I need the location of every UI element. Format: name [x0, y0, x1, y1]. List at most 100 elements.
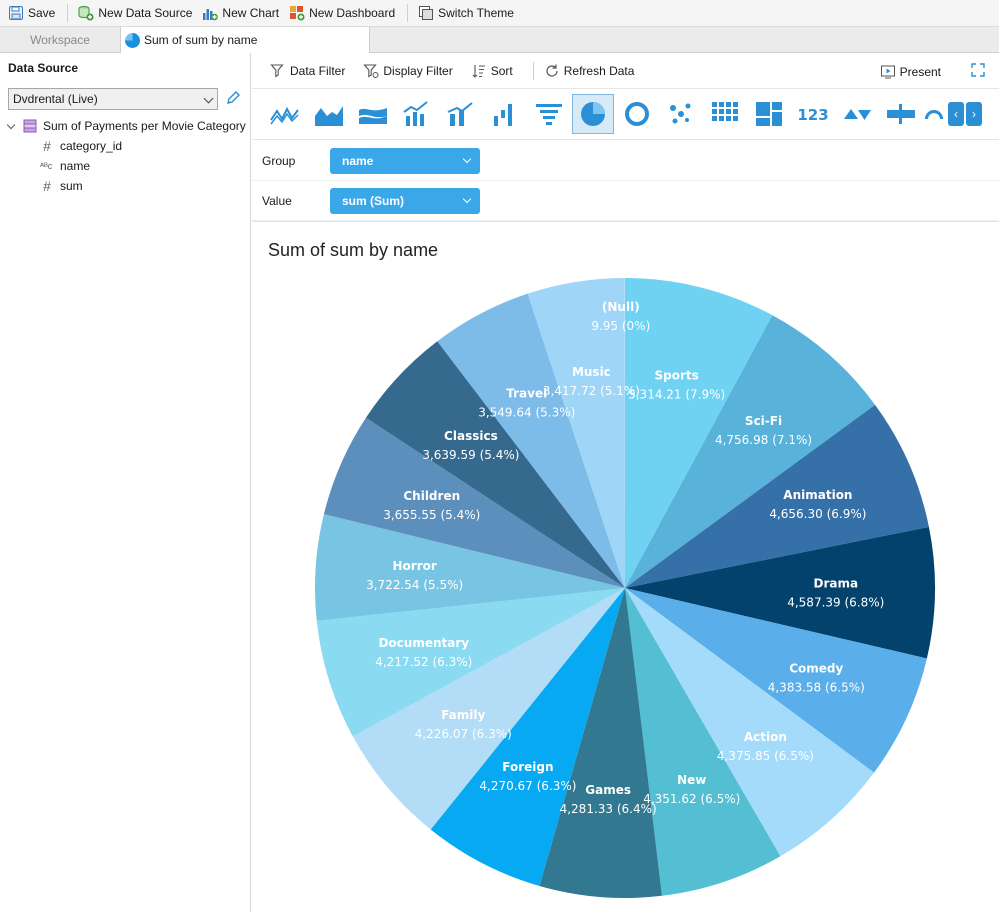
field-name: category_id — [60, 139, 122, 153]
table-name: Sum of Payments per Movie Category — [43, 119, 246, 133]
bullet-chart-icon — [885, 100, 917, 128]
sort-button[interactable]: Sort — [467, 60, 517, 82]
chart-type-gauge[interactable] — [924, 94, 944, 134]
chart-type-line[interactable] — [264, 94, 306, 134]
pie-chart-icon — [125, 33, 140, 48]
gauge-chart-icon — [924, 100, 944, 128]
slice-value-label: 9.95 (0%) — [591, 319, 650, 333]
present-button[interactable]: Present — [876, 61, 945, 83]
slice-value-label: 4,375.85 (6.5%) — [717, 749, 814, 763]
refresh-label: Refresh Data — [564, 64, 635, 78]
new-data-source-button[interactable]: New Data Source — [74, 2, 196, 24]
data-filter-button[interactable]: Data Filter — [266, 60, 349, 82]
slice-value-label: 3,549.64 (5.3%) — [478, 405, 575, 419]
slice-value-label: 4,383.58 (6.5%) — [768, 681, 865, 695]
chart-type-treemap[interactable] — [748, 94, 790, 134]
funnel-chart-icon — [533, 100, 565, 128]
slice-value-label: 3,417.72 (5.1%) — [543, 384, 640, 398]
new-chart-button[interactable]: New Chart — [198, 2, 283, 24]
dashboard-add-icon — [289, 5, 305, 21]
group-value: name — [342, 154, 373, 168]
grid-chart-icon — [709, 100, 741, 128]
tab-chart[interactable]: Sum of sum by name — [120, 27, 370, 53]
switch-theme-button[interactable]: Switch Theme — [414, 2, 518, 24]
chevron-right-icon[interactable]: › — [966, 102, 982, 126]
chart-type-funnel[interactable] — [528, 94, 570, 134]
number-field-icon: # — [40, 178, 54, 194]
slice-name-label: Travel — [506, 386, 547, 400]
slice-name-label: Drama — [813, 576, 858, 590]
data-source-panel: Data Source Dvdrental (Live) Sum of Paym… — [0, 53, 251, 912]
datasource-select[interactable]: Dvdrental (Live) — [8, 88, 218, 110]
toolbar-separator — [533, 62, 534, 80]
chart-type-bar-line[interactable] — [440, 94, 482, 134]
group-field-row: Group name — [252, 141, 999, 181]
data-filter-label: Data Filter — [290, 64, 345, 78]
chart-type-pie[interactable] — [572, 94, 614, 134]
kpi-number-icon: 123 — [797, 100, 829, 128]
display-filter-icon — [363, 63, 379, 79]
chart-type-scatter[interactable] — [660, 94, 702, 134]
chart-type-combo[interactable] — [396, 94, 438, 134]
tab-workspace[interactable]: Workspace — [0, 27, 120, 53]
slice-name-label: Horror — [393, 559, 437, 573]
donut-chart-icon — [621, 100, 653, 128]
slice-value-label: 4,656.30 (6.9%) — [769, 507, 866, 521]
display-filter-button[interactable]: Display Filter — [359, 60, 456, 82]
toolbar-separator — [67, 4, 68, 22]
sort-label: Sort — [491, 64, 513, 78]
database-add-icon — [78, 5, 94, 21]
slice-value-label: 4,217.52 (6.3%) — [375, 655, 472, 669]
slice-name-label: Classics — [444, 429, 498, 443]
area-chart-icon — [313, 100, 345, 128]
group-select[interactable]: name — [330, 148, 480, 174]
chevron-down-icon[interactable] — [7, 120, 15, 128]
chevron-down-icon — [463, 194, 471, 202]
panel-title: Data Source — [8, 61, 78, 75]
new-dashboard-label: New Dashboard — [309, 6, 395, 20]
tree-field-row[interactable]: # category_id — [4, 136, 246, 156]
tree-field-row[interactable]: # sum — [4, 176, 246, 196]
slice-value-label: 4,756.98 (7.1%) — [715, 433, 812, 447]
chart-type-bullet[interactable] — [880, 94, 922, 134]
save-icon — [8, 5, 24, 21]
chart-type-kpi[interactable]: 123 — [792, 94, 834, 134]
slice-name-label: Foreign — [502, 760, 553, 774]
new-dashboard-button[interactable]: New Dashboard — [285, 2, 399, 24]
number-field-icon: # — [40, 138, 54, 154]
save-label: Save — [28, 6, 55, 20]
theme-icon — [418, 5, 434, 21]
chart-type-area[interactable] — [308, 94, 350, 134]
refresh-data-button[interactable]: Refresh Data — [540, 60, 639, 82]
chart-type-stream[interactable] — [352, 94, 394, 134]
schema-tree: Sum of Payments per Movie Category # cat… — [4, 116, 246, 196]
fullscreen-icon[interactable] — [971, 63, 985, 77]
chart-type-grid[interactable] — [704, 94, 746, 134]
slice-value-label: 3,722.54 (5.5%) — [366, 578, 463, 592]
value-value: sum (Sum) — [342, 194, 404, 208]
slice-name-label: New — [677, 773, 706, 787]
chart-type-delta[interactable] — [836, 94, 878, 134]
present-label: Present — [900, 65, 941, 79]
present-icon — [880, 64, 896, 80]
save-button[interactable]: Save — [4, 2, 59, 24]
value-field-row: Value sum (Sum) — [252, 181, 999, 221]
sort-icon — [471, 63, 487, 79]
edit-icon[interactable] — [225, 90, 241, 106]
tree-table-row[interactable]: Sum of Payments per Movie Category — [4, 116, 246, 136]
slice-name-label: Comedy — [789, 662, 843, 676]
field-name: sum — [60, 179, 83, 193]
refresh-icon — [544, 63, 560, 79]
slice-name-label: Children — [403, 489, 460, 503]
value-select[interactable]: sum (Sum) — [330, 188, 480, 214]
value-label: Value — [262, 194, 330, 208]
slice-name-label: Documentary — [378, 636, 469, 650]
chart-type-donut[interactable] — [616, 94, 658, 134]
chart-type-waterfall[interactable] — [484, 94, 526, 134]
slice-name-label: Games — [585, 783, 631, 797]
main-toolbar: Save New Data Source New Chart New Dash — [0, 0, 999, 27]
chevron-left-icon[interactable]: ‹ — [948, 102, 964, 126]
tree-field-row[interactable]: ᴬᴮc name — [4, 156, 246, 176]
